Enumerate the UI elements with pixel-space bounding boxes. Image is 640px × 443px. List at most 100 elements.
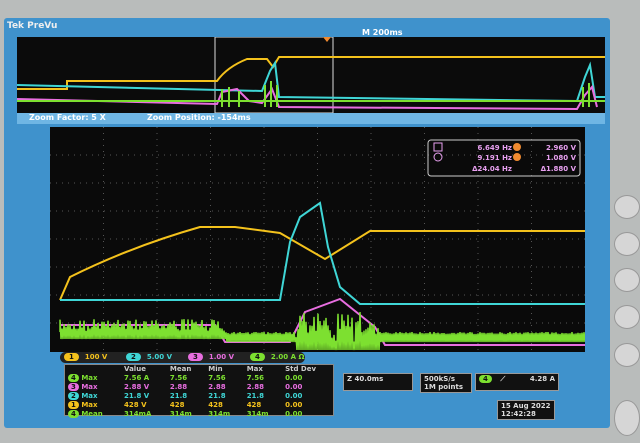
column-header: Value (121, 365, 167, 374)
column-header: Min (205, 365, 243, 374)
trigger-position-marker (323, 37, 331, 42)
zoom-info-bar: Zoom Factor: 5 X Zoom Position: -154ms (17, 113, 605, 124)
cell-max: 428 (244, 401, 282, 410)
channel-badge: 1 (64, 353, 79, 361)
channel-badge: 2 (68, 392, 79, 400)
cursor1-hz: 6.649 Hz (477, 144, 512, 152)
trigger-channel-badge: 4 (479, 375, 492, 383)
channel-badge: 1 (68, 401, 79, 409)
waveform-display: 6.649 Hz 9.191 Hz Δ24.04 Hz 2.960 V 1.08… (50, 127, 585, 352)
cell-mean: 21.8 (167, 392, 205, 401)
zoom-timebase-box[interactable]: Z 40.0ms (343, 373, 413, 391)
measurements-table: Value Mean Min Max Std Dev 4 Max 7.56 A 7.56 7.5… (64, 364, 334, 416)
time: 12:42:28 (501, 410, 536, 418)
channel-badge: 4 (68, 374, 79, 382)
circle-cursor-icon (434, 153, 442, 161)
channel-3-scale[interactable]: 3 1.00 V (188, 353, 234, 361)
sample-rate: 500kS/s (424, 375, 455, 383)
delta-hz: Δ24.04 Hz (472, 165, 512, 173)
trigger-level: 4.28 A (530, 375, 555, 383)
measurement-type: Max (81, 374, 97, 382)
cell-mean: 7.56 (167, 374, 205, 383)
channel-badge: 3 (188, 353, 203, 361)
measurement-type: Max (81, 383, 97, 391)
cell-std: 0.00 (282, 374, 333, 383)
cell-mean: 2.88 (167, 383, 205, 392)
cursor-a-volt: 2.960 V (546, 144, 577, 152)
channel-scale-value: 100 V (85, 353, 107, 361)
overview-ch1 (17, 57, 605, 89)
cell-min: 21.8 (205, 392, 243, 401)
record-length: 1M points (424, 383, 463, 391)
cell-value: 21.8 V (121, 392, 167, 401)
channel-badge: 4 (250, 353, 265, 361)
table-row: 2 Max 21.8 V 21.8 21.8 21.8 0.00 (65, 392, 333, 401)
overview-waveforms (17, 37, 605, 113)
cell-max: 21.8 (244, 392, 282, 401)
ch1-waveform (60, 227, 585, 300)
cell-max: 314m (244, 410, 282, 419)
column-header: Mean (167, 365, 205, 374)
channel-scale-value: 1.00 V (209, 353, 234, 361)
acquisition-box[interactable]: 500kS/s 1M points (420, 373, 472, 393)
cell-std: 0.00 (282, 401, 333, 410)
measurement-type: Max (81, 401, 97, 409)
channel-1-scale[interactable]: 1 100 V (64, 353, 107, 361)
table-row: 4 Mean 314mA 314m 314m 314m 0.00 (65, 410, 333, 419)
table-header: Value Mean Min Max Std Dev (65, 365, 333, 374)
trigger-box[interactable]: 4 ⟋ 4.28 A (475, 373, 559, 391)
cell-min: 7.56 (205, 374, 243, 383)
cell-mean: 314m (167, 410, 205, 419)
cell-std: 0.00 (282, 410, 333, 419)
brand-label: Tek PreVu (7, 21, 57, 31)
rising-edge-icon: ⟋ (500, 375, 505, 383)
side-button-6[interactable] (614, 400, 640, 436)
cell-min: 428 (205, 401, 243, 410)
channel-scale-value: 2.00 A (271, 353, 296, 361)
datetime-box: 15 Aug 2022 12:42:28 (497, 400, 555, 420)
ch2-waveform (60, 203, 585, 304)
delta-volt: Δ1.880 V (541, 165, 577, 173)
channel-4-scale[interactable]: 4 2.00 A Ω (250, 353, 304, 361)
channel-badge: 3 (68, 383, 79, 391)
square-cursor-icon (434, 143, 442, 151)
column-header: Max (244, 365, 282, 374)
main-graticule[interactable]: 6.649 Hz 9.191 Hz Δ24.04 Hz 2.960 V 1.08… (50, 127, 585, 352)
measurement-type: Max (81, 392, 97, 400)
side-button-1[interactable] (614, 195, 640, 219)
cursor-b-volt: 1.080 V (546, 154, 577, 162)
cell-value: 428 V (121, 401, 167, 410)
channel-suffix: Ω (298, 353, 304, 361)
zoom-factor: Zoom Factor: 5 X (29, 113, 106, 122)
cell-value: 2.88 V (121, 383, 167, 392)
cell-std: 0.00 (282, 392, 333, 401)
timebase-label: M 200ms (362, 28, 403, 37)
measurement-type: Mean (81, 410, 102, 418)
zoom-position: Zoom Position: -154ms (147, 113, 251, 122)
cursor-a-icon (513, 143, 521, 151)
cell-max: 7.56 (244, 374, 282, 383)
cell-mean: 428 (167, 401, 205, 410)
channel-badge: 2 (126, 353, 141, 361)
side-button-3[interactable] (614, 268, 640, 292)
side-button-4[interactable] (614, 305, 640, 329)
date: 15 Aug 2022 (501, 402, 551, 410)
cursor-b-icon (513, 153, 521, 161)
zoom-timebase: Z 40.0ms (347, 375, 383, 383)
channel-scale-value: 5.00 V (147, 353, 172, 361)
channel-2-scale[interactable]: 2 5.00 V (126, 353, 172, 361)
cell-value: 314mA (121, 410, 167, 419)
channel-badge: 4 (68, 410, 79, 418)
table-row: 3 Max 2.88 V 2.88 2.88 2.88 0.00 (65, 383, 333, 392)
cell-max: 2.88 (244, 383, 282, 392)
column-header: Std Dev (282, 365, 333, 374)
side-button-2[interactable] (614, 232, 640, 256)
column-header (65, 365, 121, 374)
prevu-overview[interactable] (17, 37, 605, 113)
overview-ch4 (17, 81, 605, 107)
table-row: 4 Max 7.56 A 7.56 7.56 7.56 0.00 (65, 374, 333, 383)
cursor2-hz: 9.191 Hz (477, 154, 512, 162)
cell-value: 7.56 A (121, 374, 167, 383)
side-button-5[interactable] (614, 343, 640, 367)
table-row: 1 Max 428 V 428 428 428 0.00 (65, 401, 333, 410)
